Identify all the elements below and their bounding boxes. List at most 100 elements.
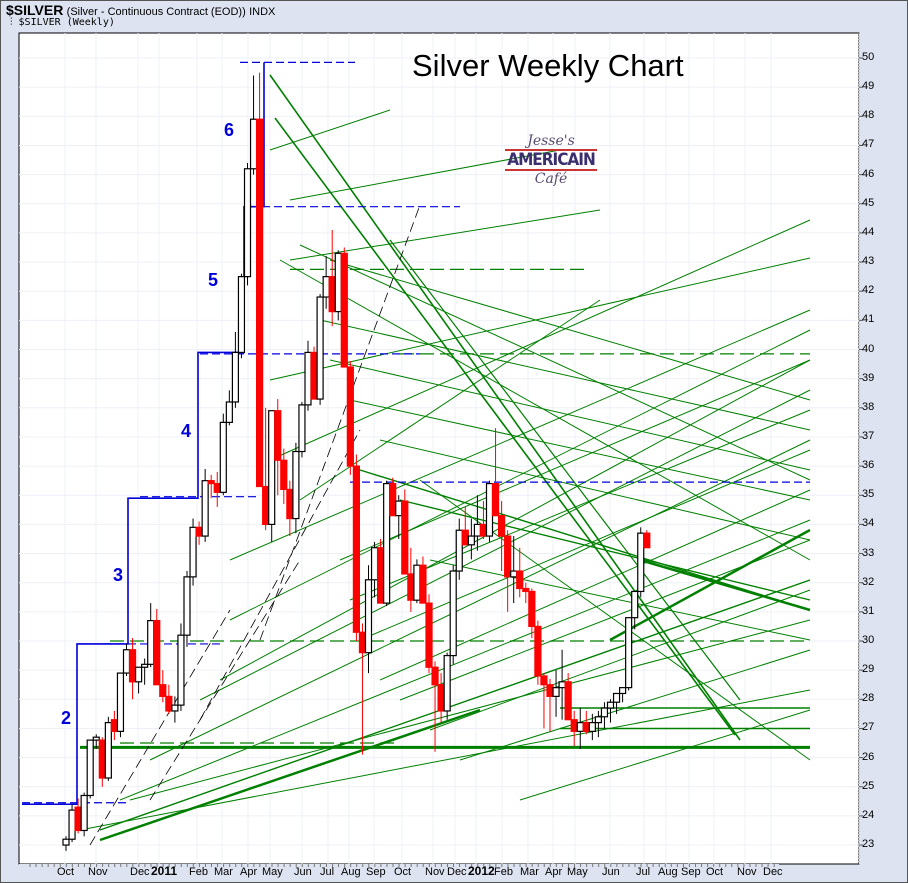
candle-up xyxy=(576,722,584,732)
candle-up xyxy=(171,704,179,712)
price-tick-label: 40 xyxy=(862,342,875,355)
year-label: 2012 xyxy=(468,864,495,878)
candle-up xyxy=(225,401,233,423)
wave-count-label: 2 xyxy=(61,708,72,728)
month-label: Feb xyxy=(189,866,208,878)
month-label: Jul xyxy=(636,866,651,878)
month-label: Sep xyxy=(366,866,386,878)
price-tick-label: 32 xyxy=(862,575,875,588)
candle-down xyxy=(528,590,536,628)
trendline xyxy=(229,329,811,621)
candle-up xyxy=(68,809,76,840)
candle-up xyxy=(600,707,609,718)
time-axis-panel xyxy=(19,864,779,880)
month-label: Nov xyxy=(737,866,757,878)
candle-up xyxy=(86,739,94,797)
candle-down xyxy=(256,118,264,488)
month-label: Jun xyxy=(602,866,620,878)
trendline xyxy=(429,589,811,731)
price-tick-label: 38 xyxy=(862,400,875,413)
candle-down xyxy=(358,631,367,654)
candle-up xyxy=(322,276,330,298)
month-label: Nov xyxy=(425,866,445,878)
candle-down xyxy=(110,719,119,732)
candle-down xyxy=(516,570,524,590)
price-tick-label: 29 xyxy=(862,663,875,676)
candle-down xyxy=(401,500,409,575)
trendline xyxy=(119,519,811,801)
candle-up xyxy=(552,687,560,697)
month-label: Dec xyxy=(130,866,150,878)
month-label: Nov xyxy=(88,866,108,878)
trendline xyxy=(319,319,811,431)
logo-line2: AMERICAIN xyxy=(505,149,597,171)
wave-count-label: 4 xyxy=(181,421,192,441)
candle-down xyxy=(479,523,488,537)
candle-up xyxy=(467,535,475,546)
candle-down xyxy=(461,529,469,546)
month-label: Feb xyxy=(494,866,513,878)
price-tick-label: 48 xyxy=(862,109,875,122)
candle-down xyxy=(425,602,433,668)
price-axis-panel xyxy=(859,33,902,864)
candle-up xyxy=(618,687,627,695)
trendline-thick xyxy=(99,708,481,842)
candle-up xyxy=(631,590,639,619)
candle-up xyxy=(92,736,100,741)
price-tick-label: 44 xyxy=(862,225,875,238)
candle-down xyxy=(286,488,294,520)
month-label: Mar xyxy=(520,866,539,878)
candle-up xyxy=(316,296,324,400)
candle-down xyxy=(195,526,203,537)
price-tick-label: 37 xyxy=(862,429,875,442)
month-label: Oct xyxy=(394,866,412,878)
candle-down xyxy=(582,722,590,732)
candle-up xyxy=(219,421,227,493)
price-tick-label: 26 xyxy=(862,750,875,763)
candle-up xyxy=(189,526,197,578)
trendline xyxy=(349,409,811,601)
trendline xyxy=(274,117,736,736)
chart-type-icon: ⫶ xyxy=(10,17,13,28)
candle-up xyxy=(588,722,596,732)
logo-line1: Jesse's xyxy=(527,133,575,149)
candle-up xyxy=(364,579,373,654)
candle-down xyxy=(159,684,167,697)
candle-up xyxy=(625,617,633,689)
trendline xyxy=(289,209,601,261)
candle-down xyxy=(262,485,270,526)
candle-down xyxy=(437,684,445,712)
price-tick-label: 43 xyxy=(862,255,875,268)
wave-staircase xyxy=(22,62,265,806)
candle-down xyxy=(328,276,336,313)
month-label: May xyxy=(262,866,283,878)
candle-down xyxy=(346,366,354,467)
chart-title: Silver Weekly Chart xyxy=(412,48,684,83)
candle-up xyxy=(413,564,421,601)
candle-up xyxy=(249,118,258,170)
candle-up xyxy=(612,692,621,703)
candle-up xyxy=(510,570,518,578)
candle-down xyxy=(419,564,427,604)
trendline xyxy=(269,257,811,381)
month-label: Aug xyxy=(341,866,361,878)
price-tick-label: 35 xyxy=(862,488,875,501)
candle-up xyxy=(334,252,342,313)
trendline xyxy=(99,579,811,831)
candle-up xyxy=(201,480,209,537)
month-label: Dec xyxy=(447,866,467,878)
month-label: Mar xyxy=(214,866,233,878)
price-tick-label: 23 xyxy=(862,838,875,851)
candle-down xyxy=(377,547,385,604)
price-tick-label: 33 xyxy=(862,546,875,559)
candle-down xyxy=(128,649,137,683)
candle-up xyxy=(268,410,276,525)
trendline xyxy=(289,149,561,201)
symbol-label: $SILVER xyxy=(6,2,64,18)
trendline xyxy=(269,74,741,741)
trendline xyxy=(329,259,811,401)
price-tick-label: 41 xyxy=(862,313,875,326)
candle-up xyxy=(292,450,300,520)
trendline xyxy=(149,439,811,761)
